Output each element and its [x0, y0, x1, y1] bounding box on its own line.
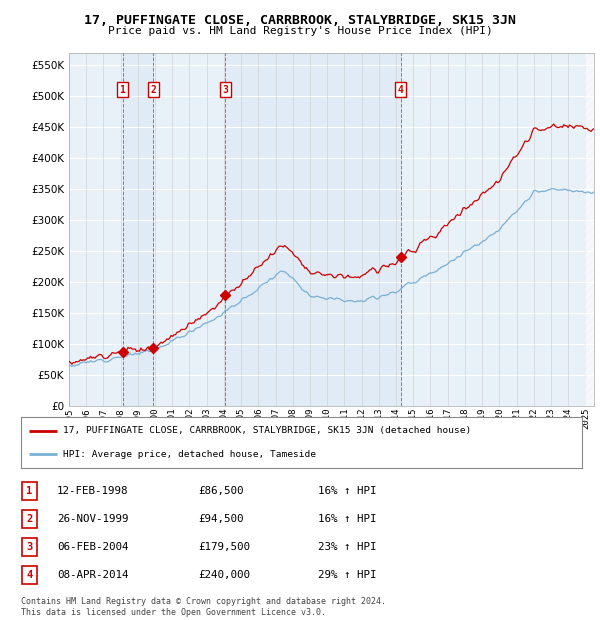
Text: 1: 1 [119, 85, 125, 95]
FancyBboxPatch shape [22, 510, 37, 528]
Text: £179,500: £179,500 [198, 542, 250, 552]
Text: Price paid vs. HM Land Registry's House Price Index (HPI): Price paid vs. HM Land Registry's House … [107, 26, 493, 36]
Text: 23% ↑ HPI: 23% ↑ HPI [318, 542, 377, 552]
Text: 4: 4 [398, 85, 404, 95]
Text: £94,500: £94,500 [198, 514, 244, 524]
Text: 26-NOV-1999: 26-NOV-1999 [57, 514, 128, 524]
Text: 1: 1 [26, 486, 32, 496]
Text: 2: 2 [151, 85, 156, 95]
Text: £86,500: £86,500 [198, 486, 244, 496]
FancyBboxPatch shape [22, 566, 37, 583]
Bar [226, 53, 401, 406]
Bar [122, 53, 154, 406]
Text: HPI: Average price, detached house, Tameside: HPI: Average price, detached house, Tame… [63, 450, 316, 459]
Text: 2: 2 [26, 514, 32, 524]
Text: 16% ↑ HPI: 16% ↑ HPI [318, 486, 377, 496]
Text: 3: 3 [26, 542, 32, 552]
Text: 29% ↑ HPI: 29% ↑ HPI [318, 570, 377, 580]
FancyBboxPatch shape [22, 538, 37, 556]
Text: £240,000: £240,000 [198, 570, 250, 580]
Text: 4: 4 [26, 570, 32, 580]
Text: 08-APR-2014: 08-APR-2014 [57, 570, 128, 580]
Text: 16% ↑ HPI: 16% ↑ HPI [318, 514, 377, 524]
Text: 3: 3 [223, 85, 229, 95]
Text: 06-FEB-2004: 06-FEB-2004 [57, 542, 128, 552]
Text: Contains HM Land Registry data © Crown copyright and database right 2024.
This d: Contains HM Land Registry data © Crown c… [21, 598, 386, 617]
FancyBboxPatch shape [22, 482, 37, 500]
Text: 17, PUFFINGATE CLOSE, CARRBROOK, STALYBRIDGE, SK15 3JN: 17, PUFFINGATE CLOSE, CARRBROOK, STALYBR… [84, 14, 516, 27]
Text: 17, PUFFINGATE CLOSE, CARRBROOK, STALYBRIDGE, SK15 3JN (detached house): 17, PUFFINGATE CLOSE, CARRBROOK, STALYBR… [63, 427, 472, 435]
Text: 12-FEB-1998: 12-FEB-1998 [57, 486, 128, 496]
